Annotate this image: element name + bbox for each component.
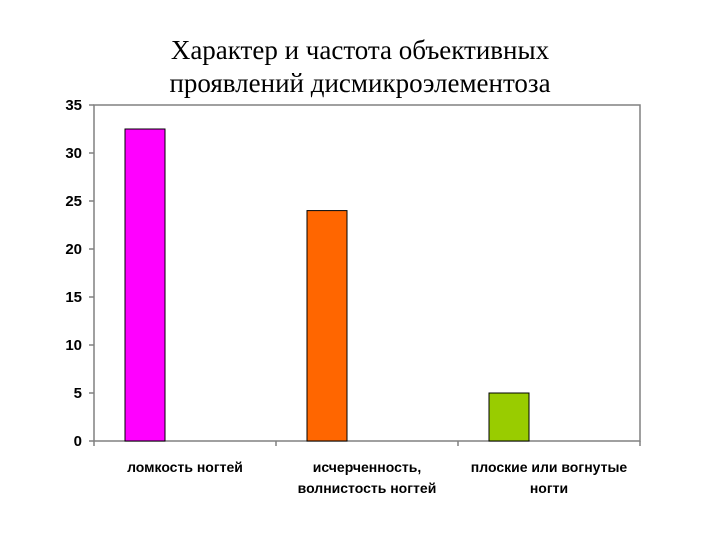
y-tick-label: 20 xyxy=(65,241,82,258)
x-category-label-line: ломкость ногтей xyxy=(127,459,243,475)
chart-title-line-2: проявлений дисмикроэлементоза xyxy=(169,68,551,98)
x-category-label-line: ногти xyxy=(530,480,568,496)
y-tick-label: 15 xyxy=(65,289,82,306)
x-category-label: исчерченность, волнистость ногтей xyxy=(298,459,437,496)
x-category-label: плоские или вогнутые ногти xyxy=(471,459,628,496)
y-tick-label: 5 xyxy=(74,385,82,402)
y-tick-label: 10 xyxy=(65,337,82,354)
y-tick-label: 30 xyxy=(65,145,82,162)
y-tick-label: 25 xyxy=(65,193,82,210)
x-category-label-line: плоские или вогнутые xyxy=(471,459,628,475)
x-category-label: ломкость ногтей xyxy=(127,459,243,475)
bar xyxy=(306,210,348,442)
bar xyxy=(488,392,530,442)
plot-area xyxy=(93,104,641,442)
x-axis: ломкость ногтей исчерченность, волнистость… xyxy=(93,441,641,496)
y-axis: 0 5 10 15 20 25 30 35 xyxy=(65,97,94,450)
y-tick-label: 0 xyxy=(74,433,82,450)
chart-title-line-1: Характер и частота объективных xyxy=(170,35,550,65)
bar xyxy=(124,128,166,442)
chart-title: Характер и частота объективных проявлени… xyxy=(0,34,720,100)
x-category-label-line: исчерченность, xyxy=(313,459,421,475)
bars xyxy=(124,128,530,442)
x-category-label-line: волнистость ногтей xyxy=(298,480,437,496)
y-tick-label: 35 xyxy=(65,97,82,114)
